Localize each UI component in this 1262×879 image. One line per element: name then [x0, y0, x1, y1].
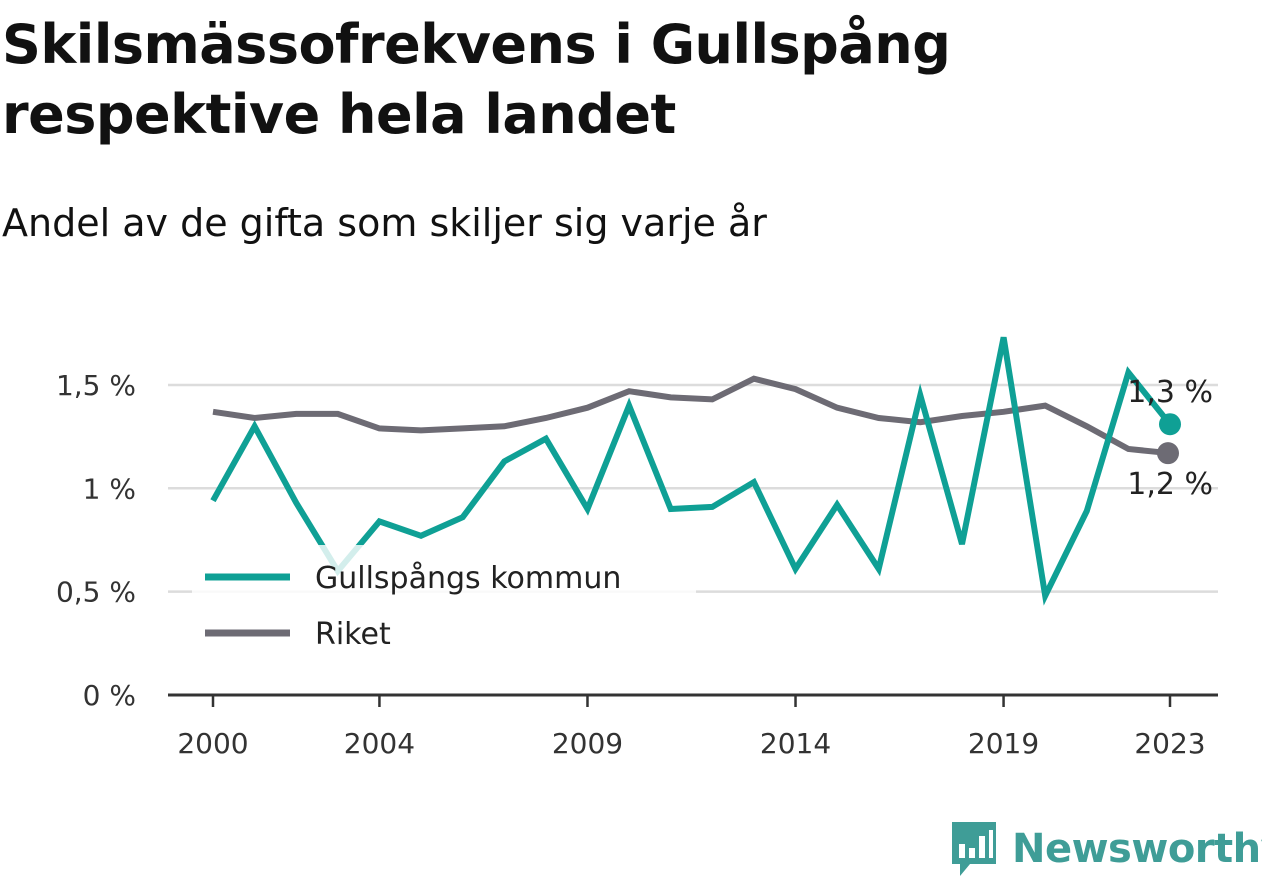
y-tick-label: 0 %: [83, 679, 136, 712]
bar-chart-speech-bubble-icon: [952, 822, 996, 876]
newsworthy-logo: Newsworthy: [950, 820, 1262, 878]
gullspang-line: [210, 336, 1173, 606]
legend-box: [192, 545, 696, 667]
legend-gullspang-label: Gullspångs kommun: [315, 561, 621, 596]
x-tick-label: 2014: [760, 727, 831, 760]
y-tick-label: 1,5 %: [56, 369, 136, 402]
chart-subtitle: Andel av de gifta som skiljer sig varje …: [2, 201, 767, 245]
chart-title: Skilsmässofrekvens i Gullspång respektiv…: [2, 13, 951, 146]
gullspang-end-label: 1,3 %: [1127, 375, 1213, 410]
gullspang-end-point: [1159, 413, 1181, 436]
x-tick-label: 2009: [552, 727, 623, 760]
x-tick-label: 2004: [344, 727, 415, 760]
legend-riket-label: Riket: [315, 617, 391, 652]
x-tick-label: 2023: [1134, 727, 1205, 760]
x-tick-label: 2000: [177, 727, 248, 760]
line-chart: 0 % 0,5 % 1 % 1,5 % 2000 2004 2009 2014 2019 2023…: [56, 336, 1218, 760]
riket-end-label: 1,2 %: [1127, 467, 1213, 502]
riket-end-point: [1157, 442, 1179, 465]
y-tick-label: 0,5 %: [56, 576, 136, 609]
x-tick-label: 2019: [968, 727, 1039, 760]
y-tick-label: 1 %: [83, 472, 136, 505]
riket-line: [212, 375, 1171, 457]
brand-name: Newsworthy: [1012, 826, 1262, 872]
